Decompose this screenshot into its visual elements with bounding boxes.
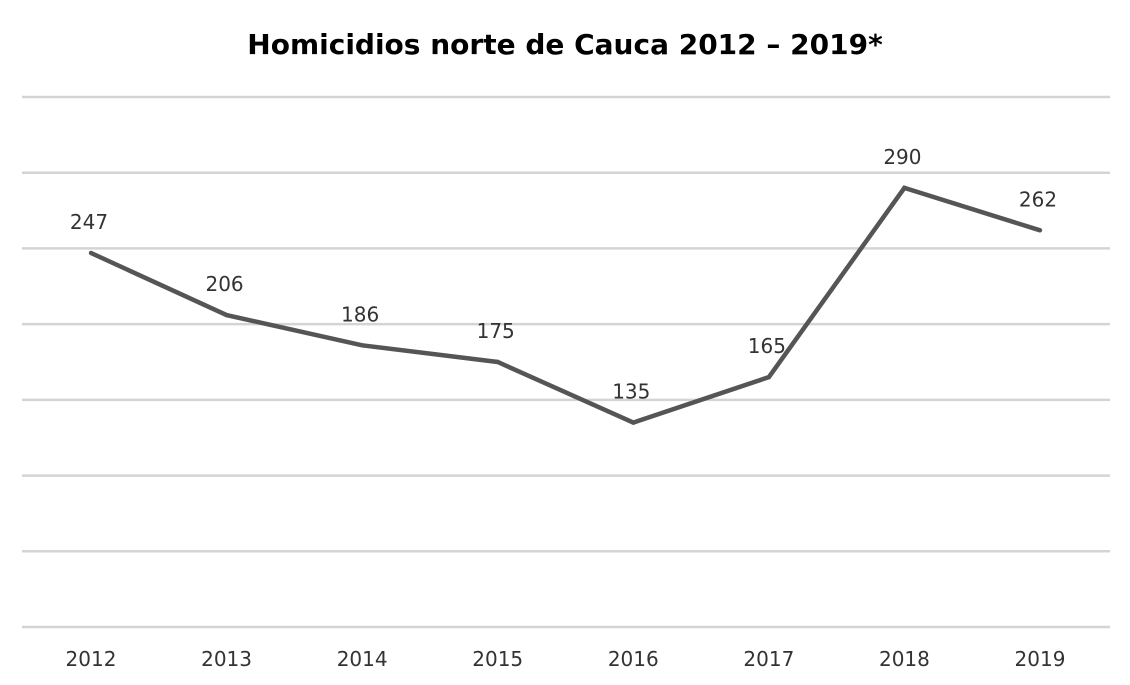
data-point-2018 [902,185,907,191]
series-layer [88,185,1043,426]
series-line [90,185,1041,426]
x-tick-label-2015: 2015 [472,647,523,671]
x-tick-label-2014: 2014 [337,647,388,671]
data-point-2012 [88,250,94,256]
data-point-2019 [1037,228,1043,233]
data-label-2017: 165 [748,334,786,358]
data-label-2015: 175 [477,319,515,343]
data-label-2016: 135 [612,380,650,404]
data-labels: 247 206 186 175 135 165 290 262 [70,145,1057,404]
data-point-2014 [359,343,365,348]
x-tick-label-2019: 2019 [1015,647,1066,671]
data-label-2014: 186 [341,302,379,326]
chart-title: Homicidios norte de Cauca 2012 – 2019* [247,28,883,61]
data-point-2017 [766,374,772,380]
x-tick-label-2017: 2017 [743,647,794,671]
data-label-2019: 262 [1019,187,1057,211]
x-axis: 2012 2013 2014 2015 2016 2017 2018 2019 [66,647,1066,671]
x-tick-label-2016: 2016 [608,647,659,671]
data-point-2015 [495,359,500,365]
x-tick-label-2013: 2013 [201,647,252,671]
data-point-2013 [224,312,229,318]
gridlines [22,95,1110,629]
data-label-2013: 206 [205,272,243,296]
x-tick-label-2012: 2012 [66,647,117,671]
data-point-2016 [631,420,636,425]
x-tick-label-2018: 2018 [879,647,930,671]
data-label-2018: 290 [883,145,921,169]
data-label-2012: 247 [70,210,108,234]
